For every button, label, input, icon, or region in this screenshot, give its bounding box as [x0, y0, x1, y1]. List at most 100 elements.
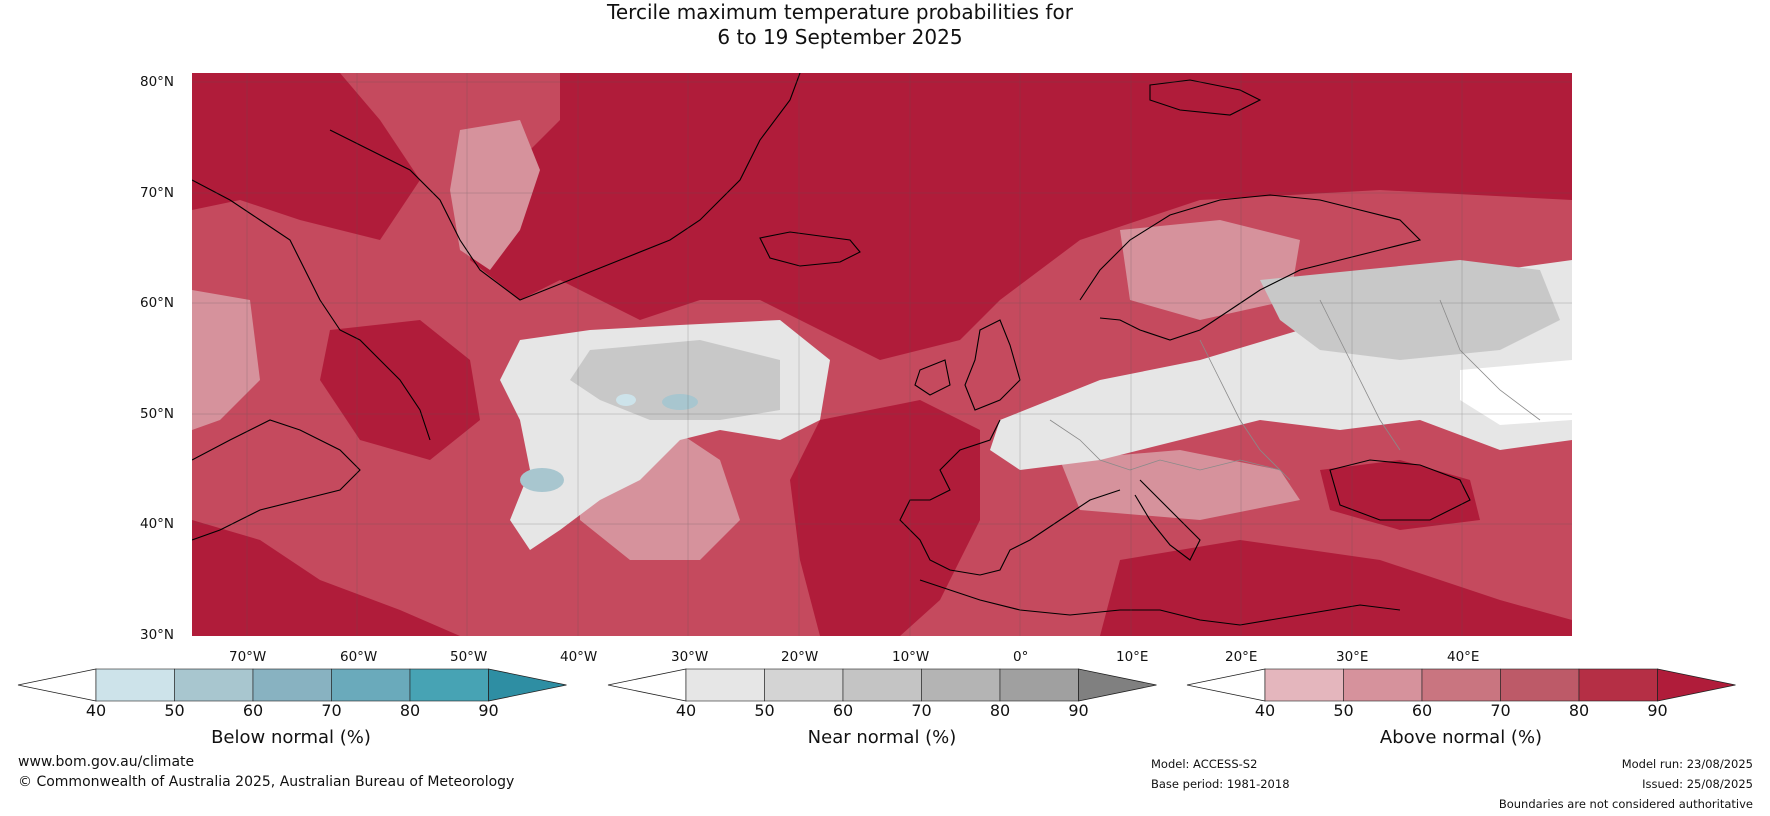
region-strong-above-north-atlantic — [470, 73, 1572, 360]
colorbar-below-max-arrow — [488, 668, 567, 702]
coastlines — [192, 73, 1471, 626]
footer-issued: Issued: 25/08/2025 — [1642, 777, 1753, 791]
lon-label-20w: 20°W — [781, 649, 819, 665]
lon-label-30w: 30°W — [671, 649, 709, 665]
footer-model: Model: ACCESS-S2 — [1151, 757, 1258, 771]
border-3 — [1319, 299, 1401, 451]
graticule — [192, 73, 1572, 636]
lat-label-60n: 60°N — [140, 295, 175, 311]
colorbar-title-above: Above normal (%) — [1379, 727, 1543, 748]
colorbar-above-tick-label: 40 — [1254, 701, 1276, 720]
colorbar-above-tick-label: 60 — [1411, 701, 1433, 720]
colorbar-below-min-arrow — [17, 668, 97, 702]
colorbar-below-tick-label: 90 — [478, 701, 499, 720]
region-below-normal-2 — [662, 394, 698, 410]
coast-italy — [1134, 479, 1201, 561]
colorbar-below-tick-label: 80 — [399, 701, 421, 720]
colorbar-near-tick-label: 40 — [675, 701, 697, 720]
lon-label-40e: 40°E — [1447, 649, 1480, 665]
lon-label-0: 0° — [1013, 649, 1029, 665]
coast-africa-north — [919, 579, 1401, 626]
lon-label-50w: 50°W — [450, 649, 488, 665]
colorbar-above-tick-label: 70 — [1490, 701, 1511, 720]
colorbar-near-segment — [764, 668, 844, 702]
footer-copyright: © Commonwealth of Australia 2025, Austra… — [18, 774, 515, 790]
colorbar-below-segment — [95, 668, 175, 702]
lon-label-10e: 10°E — [1116, 649, 1149, 665]
colorbar-above-segment — [1500, 668, 1580, 702]
border-4 — [1439, 299, 1541, 421]
region-below-normal-1 — [520, 468, 564, 492]
colorbar-below-segment — [252, 668, 332, 702]
region-strong-above-mediterranean — [1100, 540, 1572, 636]
map-title: Tercile maximum temperature probabilitie… — [0, 0, 1770, 50]
coast-europe-west — [899, 419, 1121, 576]
region-strong-above-labrador — [320, 320, 480, 460]
region-light-above-scandinavia — [1120, 220, 1300, 320]
colorbar-below-segment — [174, 668, 254, 702]
colorbars — [17, 668, 1736, 702]
lon-label-20e: 20°E — [1225, 649, 1258, 665]
region-strong-above-south-west — [192, 520, 460, 636]
border-2 — [1199, 339, 1291, 481]
colorbar-above-tick-label: 90 — [1647, 701, 1668, 720]
title-line-2: 6 to 19 September 2025 — [717, 25, 963, 49]
colorbar-near-segment — [999, 668, 1079, 702]
footer-website[interactable]: www.bom.gov.au/climate — [18, 754, 195, 770]
lon-label-30e: 30°E — [1336, 649, 1369, 665]
colorbar-below-segment — [331, 668, 411, 702]
colorbar-below-tick-label: 40 — [85, 701, 107, 720]
colorbar-near-min-arrow — [607, 668, 687, 702]
colorbar-above-segment — [1421, 668, 1501, 702]
colorbar-near-segment — [685, 668, 765, 702]
colorbar-above-segment — [1578, 668, 1658, 702]
lat-label-70n: 70°N — [140, 185, 175, 201]
colorbar-above-min-arrow — [1186, 668, 1266, 702]
lat-label-40n: 40°N — [140, 516, 175, 532]
colorbar-above-normal — [1186, 668, 1736, 702]
border-1 — [1049, 419, 1281, 471]
colorbar-title-near: Near normal (%) — [807, 727, 957, 748]
colorbar-below-normal — [17, 668, 567, 702]
colorbar-near-tick-label: 80 — [989, 701, 1011, 720]
colorbar-above-tick-label: 80 — [1568, 701, 1590, 720]
coast-scandinavia — [1079, 194, 1422, 341]
colorbar-near-tick-label: 50 — [754, 701, 775, 720]
coast-canada-east — [192, 419, 361, 541]
coast-black-sea — [1329, 459, 1471, 521]
coast-british-isles — [914, 319, 1021, 411]
lon-label-10w: 10°W — [892, 649, 930, 665]
region-light-above-west — [192, 290, 260, 430]
coast-svalbard — [1149, 79, 1262, 116]
coast-canada-north — [192, 179, 431, 441]
lat-label-30n: 30°N — [140, 627, 175, 643]
forecast-map — [192, 73, 1572, 636]
region-light-above-greenland — [450, 120, 540, 270]
region-near-normal-russia-core — [1260, 260, 1560, 360]
footer-model-run: Model run: 23/08/2025 — [1621, 757, 1753, 771]
colorbar-near-tick-label: 60 — [832, 701, 854, 720]
region-strong-above-greenland-west — [192, 73, 420, 240]
footer-base-period: Base period: 1981-2018 — [1151, 777, 1290, 791]
colorbar-near-normal — [607, 668, 1157, 702]
colorbar-title-below: Below normal (%) — [211, 727, 371, 748]
lon-label-40w: 40°W — [560, 649, 598, 665]
lat-label-50n: 50°N — [140, 406, 175, 422]
colorbar-near-segment — [921, 668, 1001, 702]
footer-disclaimer: Boundaries are not considered authoritat… — [1498, 797, 1753, 811]
colorbar-above-segment — [1264, 668, 1344, 702]
colorbar-below-tick-label: 70 — [321, 701, 342, 720]
colorbar-above-segment — [1343, 668, 1423, 702]
coast-greenland — [329, 73, 801, 301]
colorbar-below-segment — [409, 668, 489, 702]
colorbar-below-tick-label: 50 — [164, 701, 185, 720]
map-field — [192, 73, 1572, 636]
country-borders — [1049, 299, 1541, 481]
colorbar-above-max-arrow — [1657, 668, 1736, 702]
region-light-above-europe — [1060, 450, 1300, 520]
lat-label-80n: 80°N — [140, 74, 175, 90]
region-below-normal-3 — [616, 394, 636, 406]
colorbar-above-tick-label: 50 — [1333, 701, 1354, 720]
coast-iceland — [759, 231, 861, 267]
colorbar-near-segment — [842, 668, 922, 702]
